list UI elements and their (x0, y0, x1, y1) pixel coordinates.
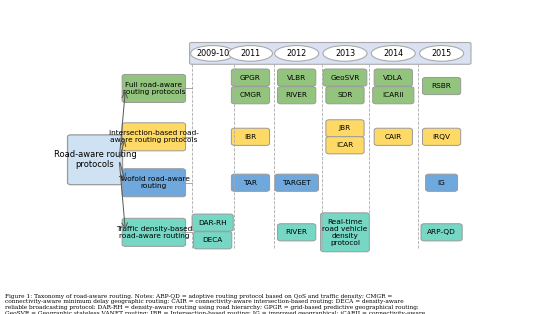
Text: iCARII: iCARII (383, 92, 404, 98)
Text: VLBR: VLBR (287, 74, 306, 81)
FancyBboxPatch shape (68, 135, 122, 185)
Text: RSBR: RSBR (431, 83, 451, 89)
Text: TAR: TAR (243, 180, 257, 186)
FancyBboxPatch shape (425, 174, 457, 191)
Text: iCAR: iCAR (337, 142, 353, 148)
Text: SDR: SDR (337, 92, 353, 98)
FancyBboxPatch shape (278, 224, 316, 241)
Ellipse shape (323, 46, 367, 61)
FancyBboxPatch shape (326, 120, 364, 137)
Text: IRQV: IRQV (433, 134, 450, 140)
FancyBboxPatch shape (374, 128, 412, 145)
FancyBboxPatch shape (373, 87, 414, 104)
Ellipse shape (371, 46, 415, 61)
Ellipse shape (275, 46, 319, 61)
Text: RIVER: RIVER (286, 92, 308, 98)
Ellipse shape (191, 46, 235, 61)
Text: VDLA: VDLA (383, 74, 403, 81)
Text: DECA: DECA (203, 237, 223, 243)
FancyBboxPatch shape (122, 123, 185, 151)
FancyBboxPatch shape (326, 87, 364, 104)
FancyBboxPatch shape (323, 69, 367, 86)
FancyBboxPatch shape (122, 169, 185, 197)
FancyBboxPatch shape (326, 137, 364, 154)
FancyBboxPatch shape (122, 218, 185, 246)
FancyBboxPatch shape (190, 42, 471, 64)
FancyBboxPatch shape (422, 128, 461, 145)
Text: IBR: IBR (244, 134, 256, 140)
Text: Figure 1: Taxonomy of road-aware routing. Notes: ARP-QD = adoptive routing proto: Figure 1: Taxonomy of road-aware routing… (5, 294, 426, 314)
Text: Traffic density-based
road-aware routing: Traffic density-based road-aware routing (116, 226, 192, 239)
Text: Full road-aware
routing protocols: Full road-aware routing protocols (122, 82, 185, 95)
Text: RIVER: RIVER (286, 229, 308, 235)
FancyBboxPatch shape (275, 174, 319, 191)
Text: 2012: 2012 (287, 49, 307, 58)
Text: Twofold road-aware
routing: Twofold road-aware routing (118, 176, 190, 189)
Text: GPGR: GPGR (240, 74, 261, 81)
FancyBboxPatch shape (192, 214, 233, 231)
FancyBboxPatch shape (231, 87, 269, 104)
FancyBboxPatch shape (231, 174, 269, 191)
Text: GeoSVR: GeoSVR (330, 74, 360, 81)
Text: 2015: 2015 (431, 49, 451, 58)
Ellipse shape (228, 46, 273, 61)
Text: IG: IG (438, 180, 446, 186)
FancyBboxPatch shape (122, 74, 185, 102)
Ellipse shape (420, 46, 463, 61)
FancyBboxPatch shape (193, 232, 232, 249)
FancyBboxPatch shape (421, 224, 462, 241)
FancyBboxPatch shape (278, 69, 316, 86)
Text: Real-time
road vehicle
density
protocol: Real-time road vehicle density protocol (322, 219, 367, 246)
Text: ARP-QD: ARP-QD (427, 229, 456, 235)
FancyBboxPatch shape (231, 128, 269, 145)
Text: Road-aware routing
protocols: Road-aware routing protocols (54, 150, 137, 170)
FancyBboxPatch shape (321, 213, 369, 252)
Text: 2013: 2013 (335, 49, 355, 58)
Text: CAIR: CAIR (385, 134, 402, 140)
Text: 2009-10: 2009-10 (196, 49, 229, 58)
Text: DAR-RH: DAR-RH (198, 219, 227, 226)
Text: CMGR: CMGR (240, 92, 262, 98)
FancyBboxPatch shape (231, 69, 269, 86)
Text: 2011: 2011 (241, 49, 261, 58)
FancyBboxPatch shape (422, 78, 461, 95)
Text: Intersection-based road-
aware routing protocols: Intersection-based road- aware routing p… (109, 130, 199, 143)
FancyBboxPatch shape (374, 69, 412, 86)
Text: TARGET: TARGET (282, 180, 311, 186)
Text: 2014: 2014 (383, 49, 403, 58)
Text: JBR: JBR (339, 125, 351, 131)
FancyBboxPatch shape (278, 87, 316, 104)
